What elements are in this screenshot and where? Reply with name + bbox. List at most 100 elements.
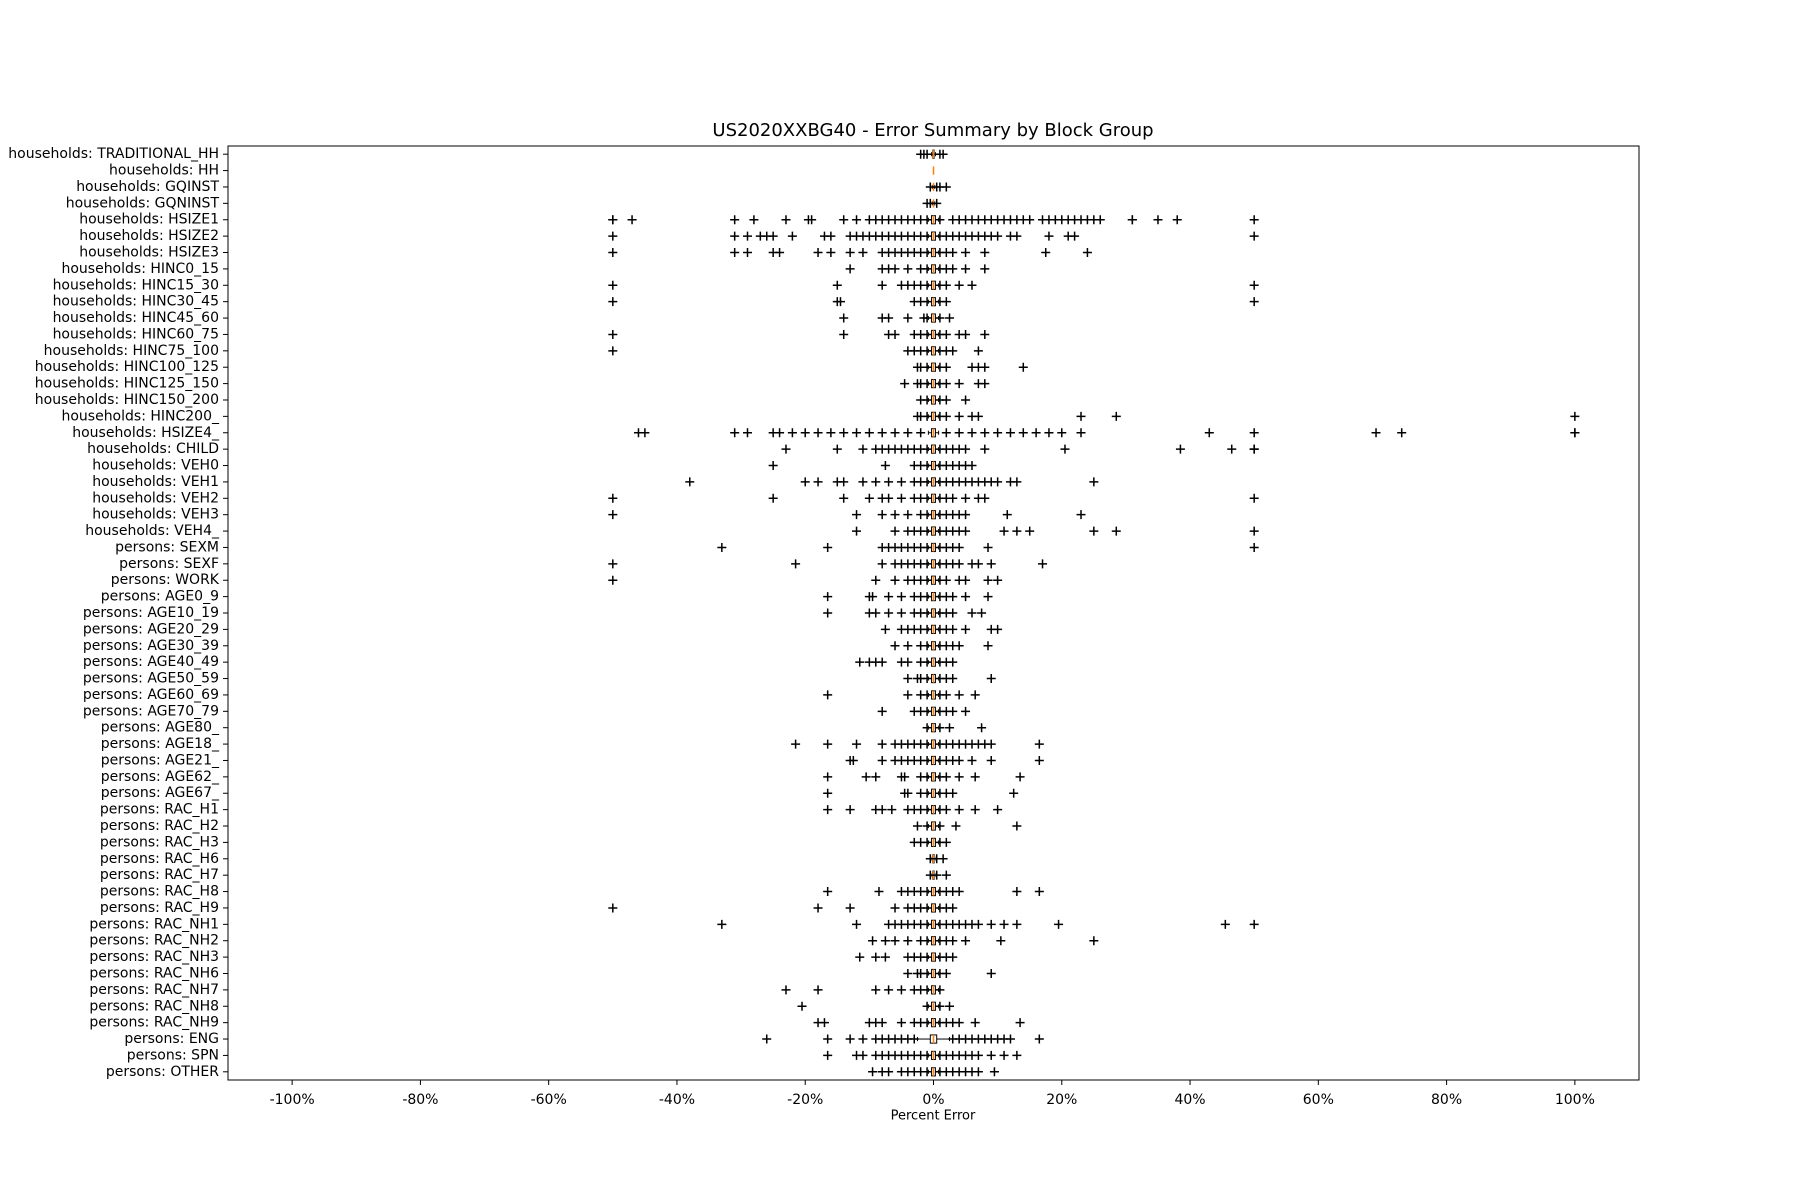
flier [1054,919,1064,929]
flier [993,428,1003,438]
flier [1095,215,1105,225]
flier [1060,444,1070,454]
flier [884,1067,894,1077]
flier [1044,428,1054,438]
flier [1111,526,1121,536]
flier [743,428,753,438]
flier [961,329,971,339]
flier [1012,821,1022,831]
flier [922,919,932,929]
flier [813,985,823,995]
y-tick-label: households: TRADITIONAL_HH [8,146,219,162]
flier [1082,248,1092,258]
flier [922,444,932,454]
flier [903,657,913,667]
flier [1249,444,1259,454]
flier [871,952,881,962]
flier [900,772,910,782]
flier [887,805,897,815]
flier [941,837,951,847]
flier [954,428,964,438]
flier [935,821,945,831]
x-tick-label: -20% [787,1092,823,1108]
flier [973,1067,983,1077]
y-tick-label: persons: AGE50_59 [83,671,219,687]
flier [941,968,951,978]
flier [922,526,932,536]
flier [717,919,727,929]
flier [922,231,932,241]
flier [730,231,740,241]
flier [730,215,740,225]
flier [608,215,618,225]
y-tick-label: persons: AGE62_ [101,769,220,785]
flier [896,608,906,618]
flier [1076,428,1086,438]
x-tick-label: -40% [659,1092,695,1108]
flier [954,690,964,700]
flier [903,264,913,274]
flier [781,985,791,995]
y-tick-label: households: HINC60_75 [53,326,219,342]
flier [967,755,977,765]
flier [1034,739,1044,749]
flier [986,919,996,929]
y-tick-label: persons: RAC_NH8 [89,998,219,1014]
flier [1005,428,1015,438]
flier [999,1050,1009,1060]
flier [954,542,964,552]
y-tick-label: persons: OTHER [106,1064,219,1080]
flier [871,985,881,995]
flier [1031,428,1041,438]
y-tick-label: persons: RAC_NH3 [89,949,219,965]
flier [839,329,849,339]
flier [1249,493,1259,503]
flier [1044,231,1054,241]
flier [868,936,878,946]
flier [909,1034,919,1044]
flier [1034,887,1044,897]
flier [922,411,932,421]
flier [608,493,618,503]
flier [954,379,964,389]
flier [1111,411,1121,421]
flier [877,1018,887,1028]
flier [932,198,942,208]
flier [922,952,932,962]
flier [922,362,932,372]
flier [871,477,881,487]
flier [922,297,932,307]
flier [880,624,890,634]
flier [922,542,932,552]
flier [800,428,810,438]
flier [954,805,964,815]
flier [627,215,637,225]
y-tick-label: persons: AGE60_69 [83,687,219,703]
flier [608,248,618,258]
chart-title: US2020XXBG40 - Error Summary by Block Gr… [712,120,1153,141]
flier [945,723,955,733]
flier [781,215,791,225]
flier [608,575,618,585]
flier [807,215,817,225]
flier [1018,428,1028,438]
y-tick-label: persons: RAC_NH9 [89,1015,219,1031]
flier [903,313,913,323]
flier [823,772,833,782]
flier [832,444,842,454]
flier [884,608,894,618]
y-tick-label: households: VEH3 [92,507,219,523]
flier [961,575,971,585]
y-tick-label: persons: AGE21_ [101,752,220,768]
flier [608,297,618,307]
flier [890,903,900,913]
flier [986,755,996,765]
flier [961,936,971,946]
y-tick-label: persons: SEXM [115,539,219,555]
flier [775,428,785,438]
flier [948,788,958,798]
flier [903,936,913,946]
flier [896,592,906,602]
flier [743,248,753,258]
flier [954,772,964,782]
